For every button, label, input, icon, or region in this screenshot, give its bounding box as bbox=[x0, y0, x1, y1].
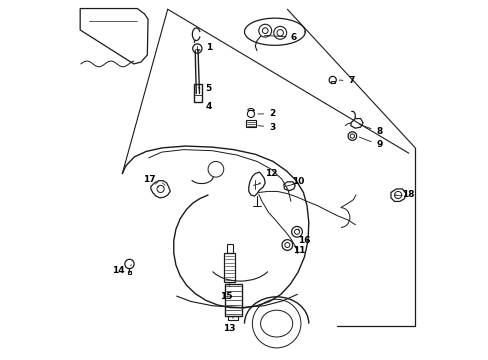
Bar bbox=[224, 284, 242, 316]
Bar bbox=[127, 271, 131, 274]
Text: 11: 11 bbox=[292, 246, 305, 255]
Text: 15: 15 bbox=[219, 284, 232, 301]
Bar bbox=[193, 84, 201, 102]
Bar bbox=[246, 120, 255, 127]
Text: 1: 1 bbox=[198, 42, 211, 51]
Bar bbox=[224, 253, 235, 282]
Text: 13: 13 bbox=[223, 316, 235, 333]
Text: 12: 12 bbox=[258, 169, 277, 184]
Bar bbox=[330, 81, 334, 83]
Text: 8: 8 bbox=[359, 125, 382, 136]
Text: 18: 18 bbox=[395, 190, 413, 199]
Text: 9: 9 bbox=[359, 137, 382, 149]
Text: 7: 7 bbox=[338, 76, 354, 85]
Bar bbox=[228, 316, 238, 320]
Text: 4: 4 bbox=[200, 102, 211, 111]
Text: 3: 3 bbox=[258, 123, 275, 132]
Text: 10: 10 bbox=[291, 177, 304, 186]
Text: 2: 2 bbox=[258, 109, 275, 118]
Text: 5: 5 bbox=[198, 84, 211, 93]
Bar bbox=[226, 244, 233, 253]
Text: 14: 14 bbox=[112, 265, 131, 275]
Text: 17: 17 bbox=[143, 175, 159, 187]
Text: 16: 16 bbox=[298, 229, 310, 244]
Text: 6: 6 bbox=[264, 33, 296, 42]
